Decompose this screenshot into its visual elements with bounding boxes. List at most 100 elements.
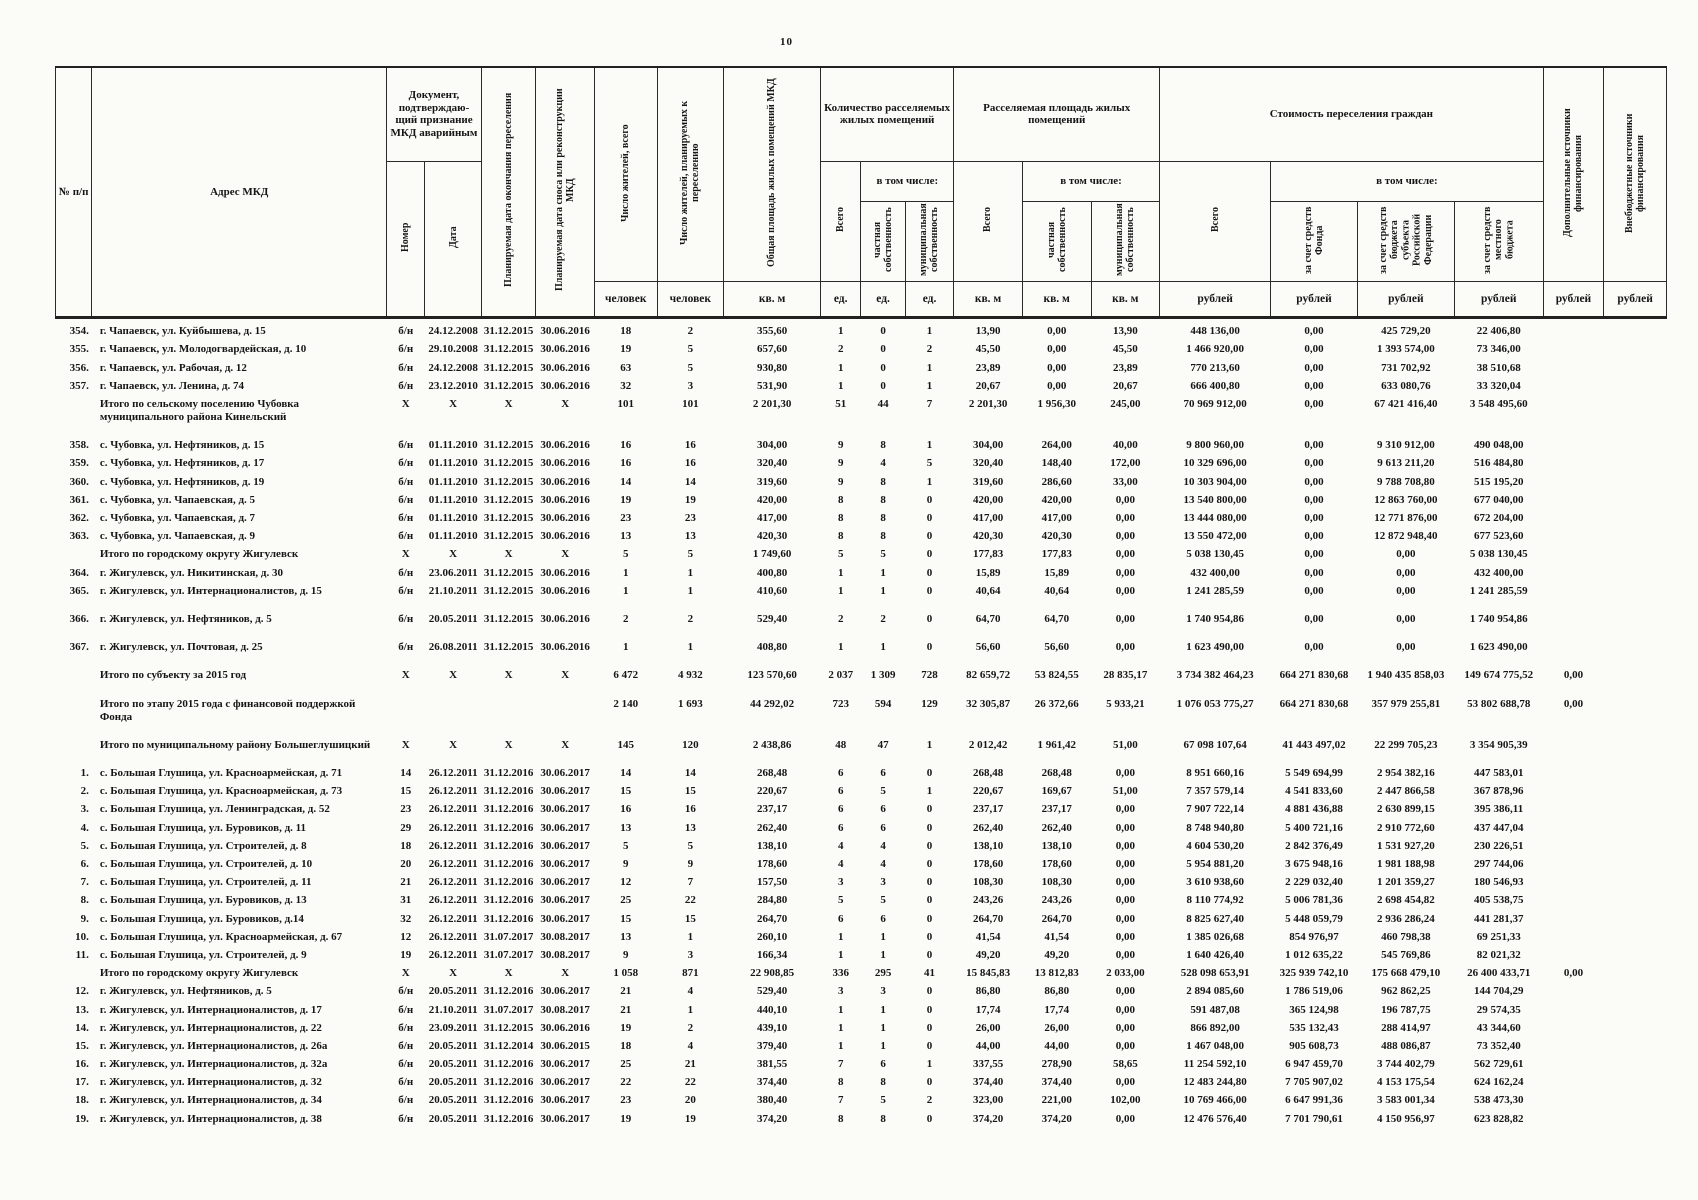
unit-cell: кв. м <box>723 281 822 319</box>
row-number: 367. <box>69 641 89 654</box>
table-cell: 13 <box>684 530 696 543</box>
table-cell <box>1543 545 1604 563</box>
table-cell: 23.12.2010 <box>428 379 478 392</box>
table-cell: 45,50 <box>975 343 1001 356</box>
table-cell: 56,60 <box>975 641 1001 654</box>
table-cell: 2 910 772,60 <box>1377 821 1435 834</box>
unit-cell: кв. м <box>953 281 1023 319</box>
table-cell: 23,89 <box>1112 361 1138 374</box>
table-cell: 591 487,08 <box>1190 1003 1240 1016</box>
table-cell <box>1603 316 1667 341</box>
table-cell: 7 705 907,02 <box>1285 1076 1343 1089</box>
table-cell: 82 659,72 <box>966 669 1011 682</box>
table-cell <box>1604 545 1667 563</box>
table-cell: 594 <box>874 697 892 710</box>
table-cell: 20.05.2011 <box>428 1112 478 1125</box>
table-cell: 30.06.2016 <box>540 343 590 356</box>
table-cell: 24.12.2008 <box>424 316 482 341</box>
table-cell: 379,40 <box>756 1039 788 1052</box>
table-cell: 381,55 <box>756 1058 788 1071</box>
table-cell: 15 <box>400 785 412 798</box>
table-cell: 723 <box>832 697 849 710</box>
unit-cell: кв. м <box>1021 281 1092 319</box>
table-cell: 5 <box>687 343 694 356</box>
table-cell: 2 012,42 <box>968 738 1008 751</box>
address-cell: Итого по этапу 2015 года с финансовой по… <box>99 697 356 723</box>
table-cell: X <box>504 669 513 682</box>
table-cell: 264,70 <box>972 912 1004 925</box>
row-number: 356. <box>69 361 89 374</box>
table-cell <box>1604 873 1667 891</box>
col-group-document: Документ, подтверждаю-щий признание МКД … <box>386 66 482 162</box>
table-row: 361. с. Чубовка, ул. Чапаевская, д. 5 б/н 0… <box>56 491 1667 509</box>
table-cell: 8 <box>837 530 844 543</box>
table-cell: 31.12.2015 <box>483 584 534 597</box>
row-number: 13. <box>75 1003 89 1016</box>
table-cell: 6 647 991,36 <box>1285 1094 1343 1107</box>
table-cell: 7 <box>926 397 933 410</box>
table-cell <box>1604 946 1667 964</box>
table-cell: 1 623 490,00 <box>1469 641 1528 654</box>
table-cell: 9 310 912,00 <box>1377 439 1435 452</box>
table-cell: 73 346,00 <box>1476 343 1521 356</box>
table-cell: 149 674 775,52 <box>1464 669 1534 682</box>
table-cell: 30.06.2016 <box>540 530 590 543</box>
table-cell: 0,00 <box>1115 1003 1135 1016</box>
table-cell: X <box>504 738 513 751</box>
table-cell: 545 769,86 <box>1381 948 1431 961</box>
table-cell: 20,67 <box>975 379 1001 392</box>
table-cell: 0 <box>926 1076 933 1089</box>
table-cell: 731 702,92 <box>1381 361 1431 374</box>
table-cell: 2 <box>687 1021 694 1034</box>
table-cell: 1 740 954,86 <box>1186 612 1244 625</box>
col-header-area-municipal: муниципальная собственность <box>1090 200 1161 283</box>
row-number: 9. <box>80 912 89 925</box>
table-cell <box>1543 782 1604 800</box>
table-cell <box>1543 491 1604 509</box>
table-cell: 8 <box>880 530 886 543</box>
table-cell: 5 <box>622 839 629 852</box>
table-cell <box>1543 426 1604 454</box>
table-cell: 15 <box>620 785 632 798</box>
table-cell: 14 <box>620 767 632 780</box>
table-cell: 220,67 <box>972 785 1004 798</box>
table-cell: 905 608,73 <box>1289 1039 1339 1052</box>
unit-cell: рублей <box>1356 281 1455 319</box>
table-cell <box>1543 359 1604 377</box>
table-cell: 3 744 402,79 <box>1377 1058 1435 1071</box>
col-header-num: № п/п <box>54 66 93 319</box>
table-cell: 3 <box>837 876 844 889</box>
table-cell: 64,70 <box>975 612 1001 625</box>
table-cell: X <box>401 967 410 980</box>
table-cell: 677 040,00 <box>1474 493 1524 506</box>
table-cell: 672 204,00 <box>1474 512 1524 525</box>
table-cell: 144 704,29 <box>1474 985 1524 998</box>
table-cell: 21 <box>620 985 632 998</box>
table-cell: 0 <box>926 985 933 998</box>
table-cell: 13 540 800,00 <box>1183 493 1247 506</box>
table-cell: 12 483 244,80 <box>1183 1076 1247 1089</box>
table-cell: 0,00 <box>1304 475 1324 488</box>
table-cell: 0 <box>926 1112 933 1125</box>
table-cell <box>1604 628 1667 656</box>
table-cell: X <box>561 548 570 561</box>
table-cell: 0 <box>926 512 933 525</box>
row-number: 7. <box>80 876 89 889</box>
table-cell: 31.12.2016 <box>483 858 534 871</box>
table-cell: 2 447 866,58 <box>1377 785 1435 798</box>
table-cell: 0 <box>926 839 933 852</box>
table-cell: 0 <box>860 316 906 341</box>
table-cell: 515 195,20 <box>1474 475 1524 488</box>
table-cell <box>1604 600 1667 628</box>
table-cell: 1 <box>687 641 694 654</box>
table-cell: 18 <box>400 839 412 852</box>
table-cell: 30.06.2017 <box>540 839 590 852</box>
table-cell: 21 <box>400 876 412 889</box>
address-cell: г. Жигулевск, ул. Интернационалистов, д.… <box>99 1021 322 1034</box>
table-cell: 49,20 <box>1044 948 1070 961</box>
table-cell: 13,90 <box>1091 316 1160 341</box>
row-number: 14. <box>75 1021 89 1034</box>
table-cell: 7 <box>837 1058 844 1071</box>
table-cell: 31.12.2015 <box>483 439 534 452</box>
table-cell <box>1604 491 1667 509</box>
